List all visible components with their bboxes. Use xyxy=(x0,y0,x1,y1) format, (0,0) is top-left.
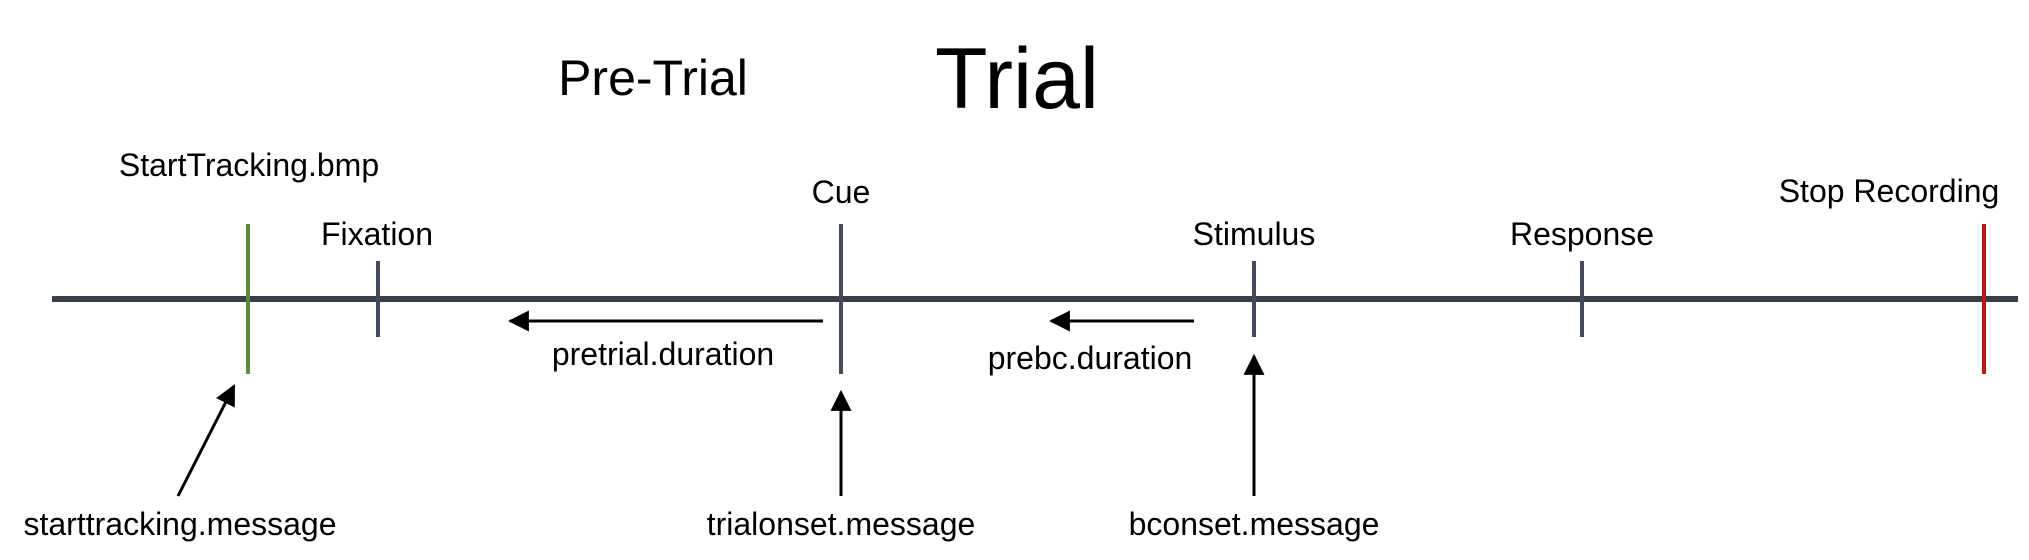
prebc-duration-label: prebc.duration xyxy=(988,340,1193,376)
stop-recording-label: Stop Recording xyxy=(1779,173,2000,209)
trial-heading: Trial xyxy=(935,31,1099,127)
response-label: Response xyxy=(1510,216,1654,252)
trialonset-message-label: trialonset.message xyxy=(707,506,976,542)
start-tracking-label: StartTracking.bmp xyxy=(119,147,379,183)
cue-label: Cue xyxy=(812,174,871,210)
pretrial-duration-label: pretrial.duration xyxy=(552,336,774,372)
starttracking-message-arrow xyxy=(176,384,236,497)
starttracking-message-label: starttracking.message xyxy=(23,506,336,542)
fixation-label: Fixation xyxy=(321,216,433,252)
stimulus-label: Stimulus xyxy=(1193,216,1316,252)
bconset-message-label: bconset.message xyxy=(1129,506,1380,542)
pre-trial-heading: Pre-Trial xyxy=(558,50,748,106)
